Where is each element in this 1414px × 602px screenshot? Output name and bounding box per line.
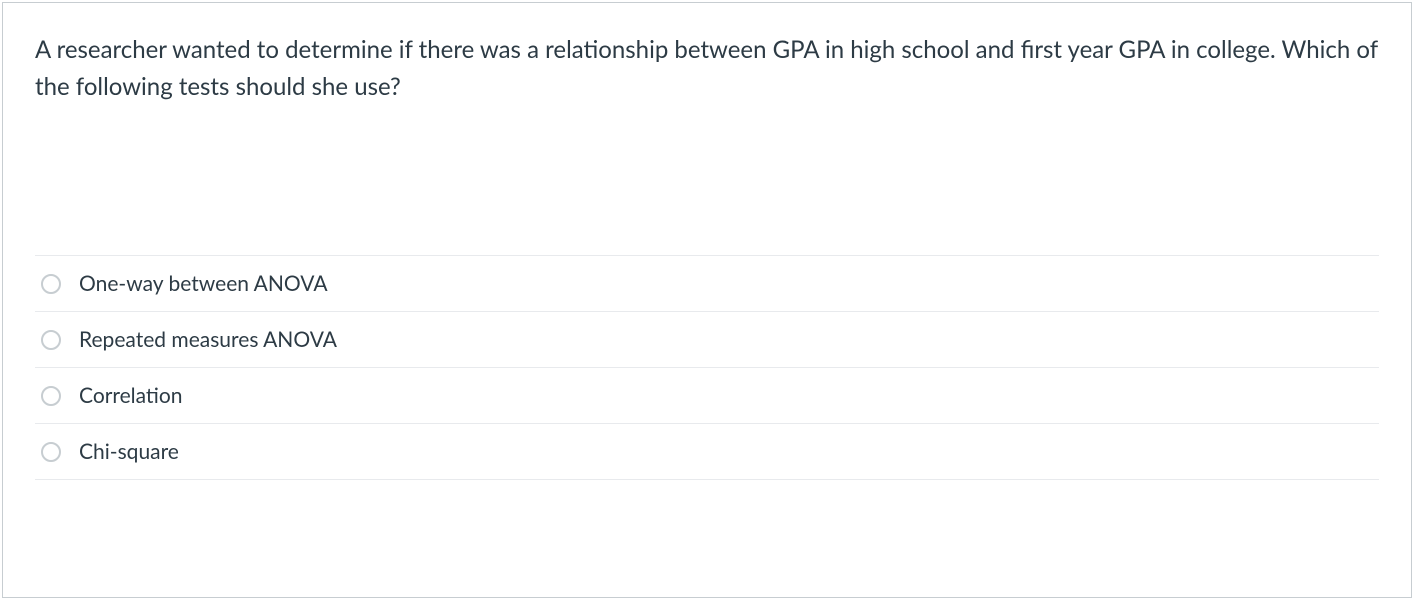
option-row[interactable]: One-way between ANOVA <box>35 255 1379 311</box>
option-label: One-way between ANOVA <box>79 271 328 296</box>
options-list: One-way between ANOVA Repeated measures … <box>35 255 1379 480</box>
option-row[interactable]: Repeated measures ANOVA <box>35 311 1379 367</box>
option-label: Repeated measures ANOVA <box>79 327 337 352</box>
radio-icon[interactable] <box>41 274 61 294</box>
radio-icon[interactable] <box>41 442 61 462</box>
question-container: A researcher wanted to determine if ther… <box>2 2 1412 598</box>
question-text: A researcher wanted to determine if ther… <box>35 31 1379 105</box>
option-label: Correlation <box>79 383 183 408</box>
option-row[interactable]: Correlation <box>35 367 1379 423</box>
radio-icon[interactable] <box>41 386 61 406</box>
option-row[interactable]: Chi-square <box>35 423 1379 480</box>
radio-icon[interactable] <box>41 330 61 350</box>
option-label: Chi-square <box>79 439 179 464</box>
